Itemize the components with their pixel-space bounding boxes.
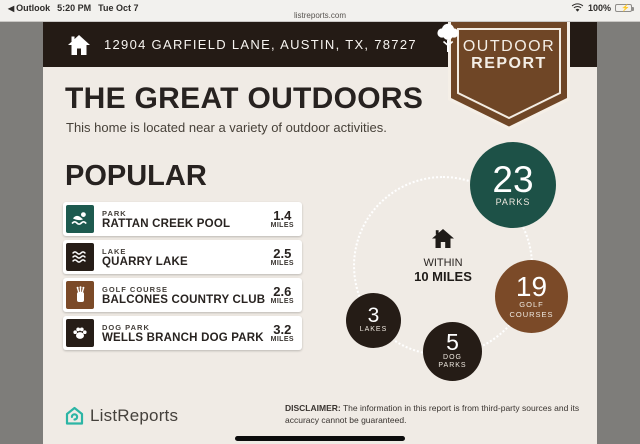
property-address: 12904 GARFIELD LANE, AUSTIN, TX, 78727	[104, 37, 417, 52]
golf-label-2: COURSES	[509, 309, 554, 319]
item-distance: 2.5	[273, 246, 292, 261]
item-category: DOG PARK	[102, 322, 150, 332]
golf-label-1: GOLF	[519, 300, 544, 310]
home-indicator[interactable]	[235, 436, 405, 441]
battery-icon: ⚡	[615, 4, 634, 12]
lakes-label: LAKES	[359, 326, 388, 334]
url-bar[interactable]: listreports.com	[293, 11, 346, 20]
list-item-dog-park: DOG PARK WELLS BRANCH DOG PARK 3.2 MILES	[63, 316, 302, 350]
item-category: GOLF COURSE	[102, 284, 169, 294]
item-distance-unit: MILES	[270, 260, 294, 267]
parks-label: PARKS	[495, 196, 531, 207]
paw-icon	[66, 319, 94, 347]
item-name: WELLS BRANCH DOG PARK	[102, 331, 264, 344]
golf-bag-icon	[66, 281, 94, 309]
wifi-icon	[571, 3, 584, 12]
status-time: 5:20 PM	[57, 3, 92, 13]
list-item-park: PARK RATTAN CREEK POOL 1.4 MILES	[63, 202, 302, 236]
back-chevron-icon: ◀	[8, 3, 15, 13]
item-name: RATTAN CREEK POOL	[102, 217, 231, 230]
item-name: QUARRY LAKE	[102, 255, 188, 268]
back-app-label: Outlook	[16, 3, 51, 13]
waves-icon	[66, 243, 94, 271]
parks-count: 23	[492, 158, 534, 200]
popular-heading: POPULAR	[65, 160, 207, 192]
popular-list: PARK RATTAN CREEK POOL 1.4 MILES	[63, 202, 302, 354]
dog-label-2: PARKS	[438, 362, 467, 370]
disclaimer-text: DISCLAIMER: The information in this repo…	[285, 403, 580, 425]
charging-bolt-icon: ⚡	[621, 5, 630, 12]
item-distance: 2.6	[273, 284, 292, 299]
badge-shield-shape	[448, 22, 570, 130]
item-category: LAKE	[102, 246, 127, 256]
status-bar: ◀ Outlook 5:20 PM Tue Oct 7 listreports.…	[0, 0, 640, 22]
item-distance: 3.2	[273, 322, 292, 337]
item-distance-unit: MILES	[270, 298, 294, 305]
listreports-brand: ListReports	[65, 406, 178, 426]
radius-label-1: WITHIN	[423, 257, 463, 269]
tree-icon	[437, 23, 459, 52]
home-icon	[68, 34, 90, 55]
list-item-golf-course: GOLF COURSE BALCONES COUNTRY CLUB 2.6 MI…	[63, 278, 302, 312]
outdoor-report-badge: OUTDOOR REPORT	[437, 22, 570, 132]
list-item-lake: LAKE QUARRY LAKE 2.5 MILES	[63, 240, 302, 274]
page-title: THE GREAT OUTDOORS	[65, 82, 424, 115]
item-name: BALCONES COUNTRY CLUB	[102, 293, 266, 306]
report-page: 12904 GARFIELD LANE, AUSTIN, TX, 78727 O…	[43, 22, 597, 444]
brand-name: ListReports	[90, 406, 179, 425]
dog-label-1: DOG	[443, 353, 462, 361]
house-icon	[432, 229, 454, 248]
battery-percent: 100%	[587, 3, 611, 13]
dog-parks-count: 5	[446, 328, 459, 355]
stat-bubble-golf-courses: 19 GOLF COURSES	[495, 260, 568, 333]
back-to-app-button[interactable]: ◀ Outlook	[8, 3, 50, 13]
stat-bubble-dog-parks: 5 DOG PARKS	[423, 322, 482, 381]
disclaimer-label: DISCLAIMER:	[285, 403, 341, 413]
radius-center-stat: WITHIN 10 MILES	[395, 228, 491, 284]
item-category: PARK	[102, 208, 127, 218]
stat-bubble-lakes: 3 LAKES	[346, 293, 401, 348]
badge-line2: REPORT	[471, 55, 547, 72]
listreports-logo-icon	[65, 406, 84, 425]
item-distance-unit: MILES	[270, 222, 294, 229]
stat-bubble-parks: 23 PARKS	[470, 142, 556, 228]
badge-line1: OUTDOOR	[462, 38, 556, 55]
swimmer-icon	[66, 205, 94, 233]
radius-label-2: 10 MILES	[414, 269, 472, 284]
document-viewer: 12904 GARFIELD LANE, AUSTIN, TX, 78727 O…	[0, 22, 640, 444]
page-subtitle: This home is located near a variety of o…	[66, 120, 387, 135]
lakes-count: 3	[367, 304, 380, 328]
status-date: Tue Oct 7	[98, 3, 139, 13]
item-distance-unit: MILES	[270, 336, 294, 343]
golf-count: 19	[515, 270, 548, 302]
item-distance: 1.4	[273, 208, 292, 223]
